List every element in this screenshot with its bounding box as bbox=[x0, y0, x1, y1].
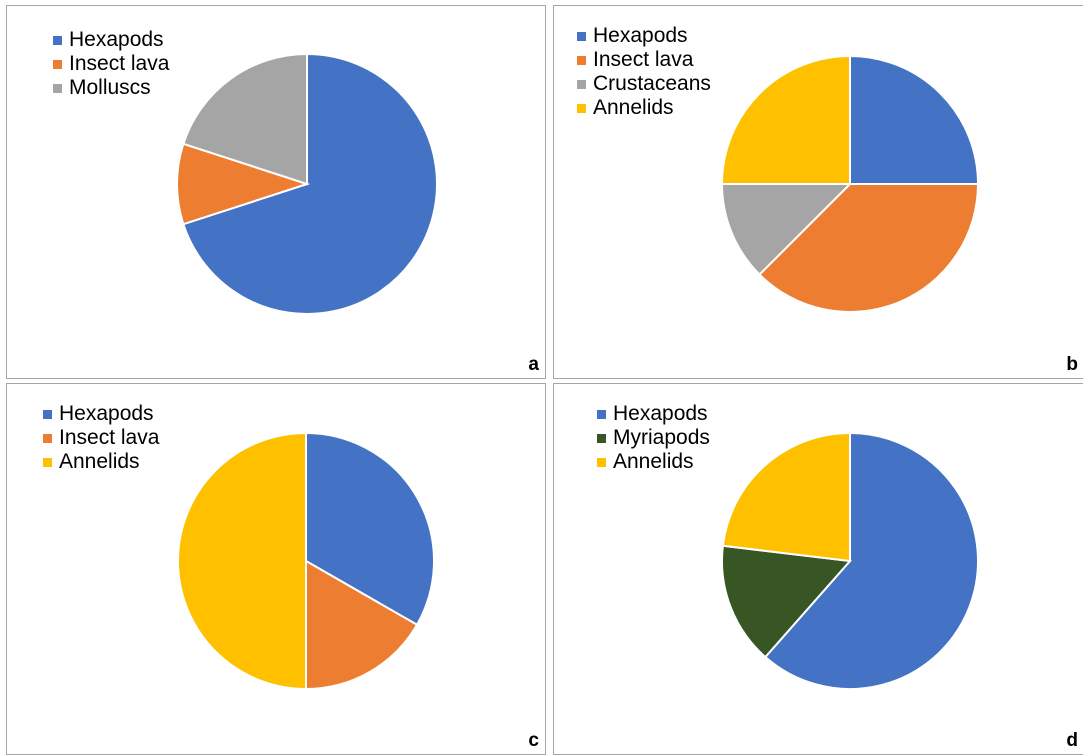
pie-chart-b bbox=[720, 54, 980, 313]
legend-label: Hexapods bbox=[593, 24, 688, 47]
legend-item-a-hexapods: Hexapods bbox=[53, 28, 169, 52]
legend-d: Hexapods Myriapods Annelids bbox=[597, 402, 710, 474]
legend-swatch bbox=[43, 409, 52, 419]
legend-item-d-myriapods: Myriapods bbox=[597, 426, 710, 450]
pie-slice-d-annelids bbox=[721, 431, 851, 563]
legend-a: Hexapods Insect lava Molluscs bbox=[53, 28, 169, 100]
chart-panel-a: Hexapods Insect lava Molluscs a bbox=[6, 5, 546, 379]
panel-letter-d: d bbox=[1066, 730, 1078, 751]
legend-swatch bbox=[43, 457, 52, 467]
legend-item-d-annelids: Annelids bbox=[597, 450, 710, 474]
pie-slice-c-insect-lava bbox=[305, 559, 419, 691]
legend-item-b-crustaceans: Crustaceans bbox=[577, 72, 711, 96]
legend-item-b-annelids: Annelids bbox=[577, 96, 711, 120]
pie-slice-b-annelids bbox=[720, 54, 851, 185]
panel-letter-b: b bbox=[1066, 354, 1078, 375]
panel-letter-c: c bbox=[528, 730, 539, 751]
legend-item-c-insect-lava: Insect lava bbox=[43, 426, 159, 450]
pie-slice-a-hexapods bbox=[182, 52, 438, 315]
pie-slice-d-myriapods bbox=[721, 544, 853, 659]
legend-label: Annelids bbox=[593, 96, 674, 119]
pie-chart-a bbox=[176, 52, 438, 315]
pie-slice-b-hexapods bbox=[849, 54, 980, 185]
pie-slice-b-crustaceans bbox=[720, 183, 853, 276]
pie-slice-d-hexapods bbox=[763, 431, 979, 690]
legend-swatch bbox=[597, 457, 606, 467]
legend-label: Myriapods bbox=[613, 426, 710, 449]
legend-label: Annelids bbox=[59, 450, 140, 473]
legend-label: Hexapods bbox=[69, 28, 164, 51]
legend-swatch bbox=[53, 35, 62, 45]
legend-swatch bbox=[597, 409, 606, 419]
legend-swatch bbox=[43, 433, 52, 443]
legend-swatch bbox=[577, 55, 586, 65]
legend-item-a-molluscs: Molluscs bbox=[53, 76, 169, 100]
pie-chart-d bbox=[721, 431, 979, 690]
legend-item-c-hexapods: Hexapods bbox=[43, 402, 159, 426]
legend-c: Hexapods Insect lava Annelids bbox=[43, 402, 159, 474]
legend-swatch bbox=[53, 59, 62, 69]
chart-panel-d: Hexapods Myriapods Annelids d bbox=[553, 383, 1083, 755]
legend-item-d-hexapods: Hexapods bbox=[597, 402, 710, 426]
legend-item-a-insect-lava: Insect lava bbox=[53, 52, 169, 76]
legend-label: Insect lava bbox=[59, 426, 160, 449]
legend-item-b-insect-lava: Insect lava bbox=[577, 48, 711, 72]
pie-chart-c bbox=[177, 431, 435, 691]
chart-panel-c: Hexapods Insect lava Annelids c bbox=[6, 383, 546, 755]
legend-swatch bbox=[53, 83, 62, 93]
pie-slice-c-hexapods bbox=[305, 431, 435, 627]
legend-label: Crustaceans bbox=[593, 72, 711, 95]
legend-label: Insect lava bbox=[593, 48, 694, 71]
legend-swatch bbox=[577, 79, 586, 89]
legend-b: Hexapods Insect lava Crustaceans Annelids bbox=[577, 24, 711, 120]
legend-label: Molluscs bbox=[69, 76, 151, 99]
legend-swatch bbox=[577, 103, 586, 113]
pie-slice-a-molluscs bbox=[182, 52, 308, 186]
legend-item-b-hexapods: Hexapods bbox=[577, 24, 711, 48]
legend-swatch bbox=[597, 433, 606, 443]
legend-swatch bbox=[577, 31, 586, 41]
pie-slice-b-insect-lava bbox=[758, 183, 980, 313]
legend-label: Hexapods bbox=[613, 402, 708, 425]
pie-slice-a-insect-lava bbox=[176, 142, 311, 226]
legend-item-c-annelids: Annelids bbox=[43, 450, 159, 474]
legend-label: Insect lava bbox=[69, 52, 170, 75]
panel-letter-a: a bbox=[528, 354, 539, 375]
legend-label: Annelids bbox=[613, 450, 694, 473]
pie-slice-c-annelids bbox=[177, 431, 307, 691]
chart-panel-b: Hexapods Insect lava Crustaceans Annelids b bbox=[553, 5, 1083, 379]
legend-label: Hexapods bbox=[59, 402, 154, 425]
